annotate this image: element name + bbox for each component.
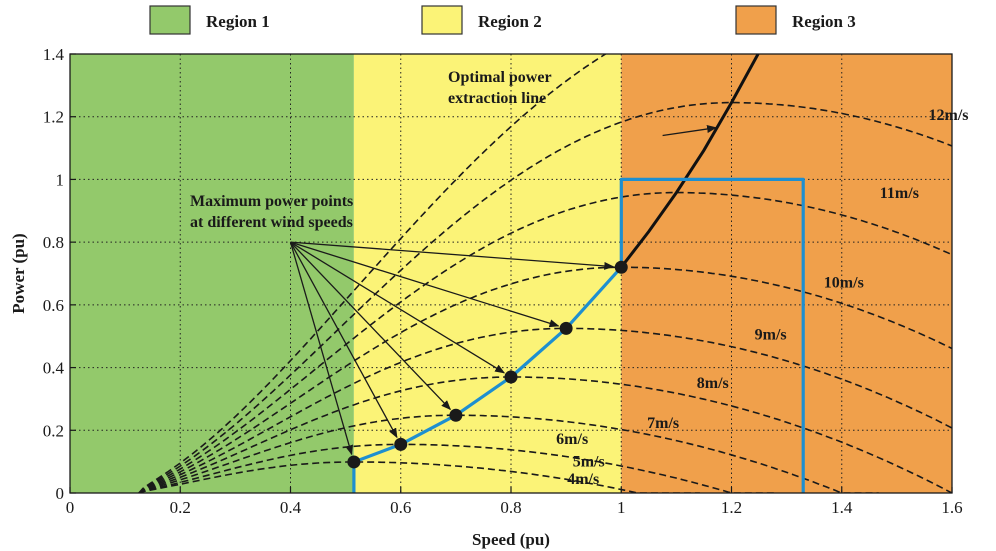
max-points-annotation-line-2: at different wind speeds	[190, 214, 353, 231]
optimal-power-line-group	[620, 54, 760, 269]
power-curve-5m-s	[138, 443, 778, 493]
y-tick-label: 0.8	[43, 233, 64, 252]
x-tick-label: 0.4	[280, 498, 302, 517]
legend-swatch-region-1	[149, 5, 191, 35]
max-power-points	[347, 260, 628, 469]
axes: 0 0.2 0.4 0.6 0.8 1 1.2 1.4 1.6 0 0.2 0.4 0.6 0.8 1 1.2…	[9, 45, 963, 549]
curve-label-11m-s: 11m/s	[880, 185, 919, 202]
max-power-point-4	[504, 370, 518, 384]
curve-label-12m-s: 12m/s	[929, 107, 969, 124]
wind-speed-curves	[138, 54, 952, 493]
curve-labels: 4m/s5m/s 6m/s 7m/s 8m/s 9m/s 10m/s 11m/s 12m/s	[556, 107, 968, 488]
max-power-point-6	[614, 260, 628, 274]
x-tick-label: 0	[66, 498, 75, 517]
legend-swatch-region-3	[735, 5, 777, 35]
curve-label-9m-s: 9m/s	[755, 326, 787, 343]
operating-regions	[70, 54, 952, 493]
x-tick-label: 0.2	[170, 498, 191, 517]
arrow-to-max-point-5	[290, 241, 560, 328]
legend-label-region-2: Region 2	[478, 12, 542, 31]
power-curve-12m-s	[138, 54, 608, 493]
max-power-point-2	[394, 437, 408, 451]
y-tick-label: 1.4	[43, 45, 65, 64]
operating-path-group	[352, 177, 805, 493]
y-tick-label: 1.2	[43, 108, 64, 127]
curve-label-4m-s: 4m/s	[567, 471, 599, 488]
legend-label-region-3: Region 3	[792, 12, 856, 31]
legend-swatch-region-2	[421, 5, 463, 35]
curve-label-8m-s: 8m/s	[697, 375, 729, 392]
arrow-to-max-point-4	[290, 241, 506, 374]
max-power-point-5	[559, 321, 573, 335]
curve-label-5m-s: 5m/s	[573, 453, 605, 470]
power-curve-6m-s	[138, 414, 879, 493]
y-tick-label: 0.2	[43, 421, 64, 440]
max-points-annotation-line-1: Maximum power points	[190, 193, 353, 210]
y-tick-label: 1	[56, 170, 65, 189]
max-power-point-3	[449, 408, 463, 422]
annotations: Optimal power extraction line Maximum powe…	[190, 69, 552, 231]
x-tick-label: 0.6	[390, 498, 411, 517]
x-tick-label: 1.4	[831, 498, 853, 517]
power-curve-9m-s	[138, 266, 952, 493]
region-region-1	[70, 54, 354, 493]
legend-label-region-1: Region 1	[206, 12, 270, 31]
x-tick-label: 0.8	[500, 498, 521, 517]
curve-label-7m-s: 7m/s	[647, 415, 679, 432]
y-axis-title: Power (pu)	[9, 233, 28, 313]
x-tick-label: 1	[617, 498, 626, 517]
optimal-line-annotation-line-2: extraction line	[448, 90, 546, 107]
x-tick-label: 1.2	[721, 498, 742, 517]
arrow-to-max-point-3	[290, 241, 452, 411]
annotation-arrows	[289, 125, 718, 456]
y-tick-label: 0.4	[43, 359, 65, 378]
power-curve-8m-s	[138, 327, 952, 493]
region-region-2	[353, 54, 622, 493]
curve-label-6m-s: 6m/s	[556, 431, 588, 448]
optimal-power-line	[620, 54, 760, 269]
legend: Region 1 Region 2 Region 3	[149, 5, 856, 35]
power-curve-7m-s	[138, 376, 952, 493]
max-power-point-1	[347, 455, 361, 469]
curve-label-10m-s: 10m/s	[824, 275, 864, 292]
x-axis-title: Speed (pu)	[472, 530, 550, 549]
arrow-to-optimal-line	[662, 125, 718, 137]
optimal-line-annotation-line-1: Optimal power	[448, 69, 552, 86]
arrow-to-max-point-6	[290, 241, 615, 270]
y-tick-label: 0.6	[43, 296, 64, 315]
arrow-to-max-point-1	[289, 241, 354, 456]
power-curve-11m-s	[138, 101, 952, 493]
operating-path	[352, 177, 805, 493]
x-tick-label: 1.6	[941, 498, 962, 517]
arrow-to-max-point-2	[289, 241, 398, 439]
y-tick-label: 0	[56, 484, 65, 503]
